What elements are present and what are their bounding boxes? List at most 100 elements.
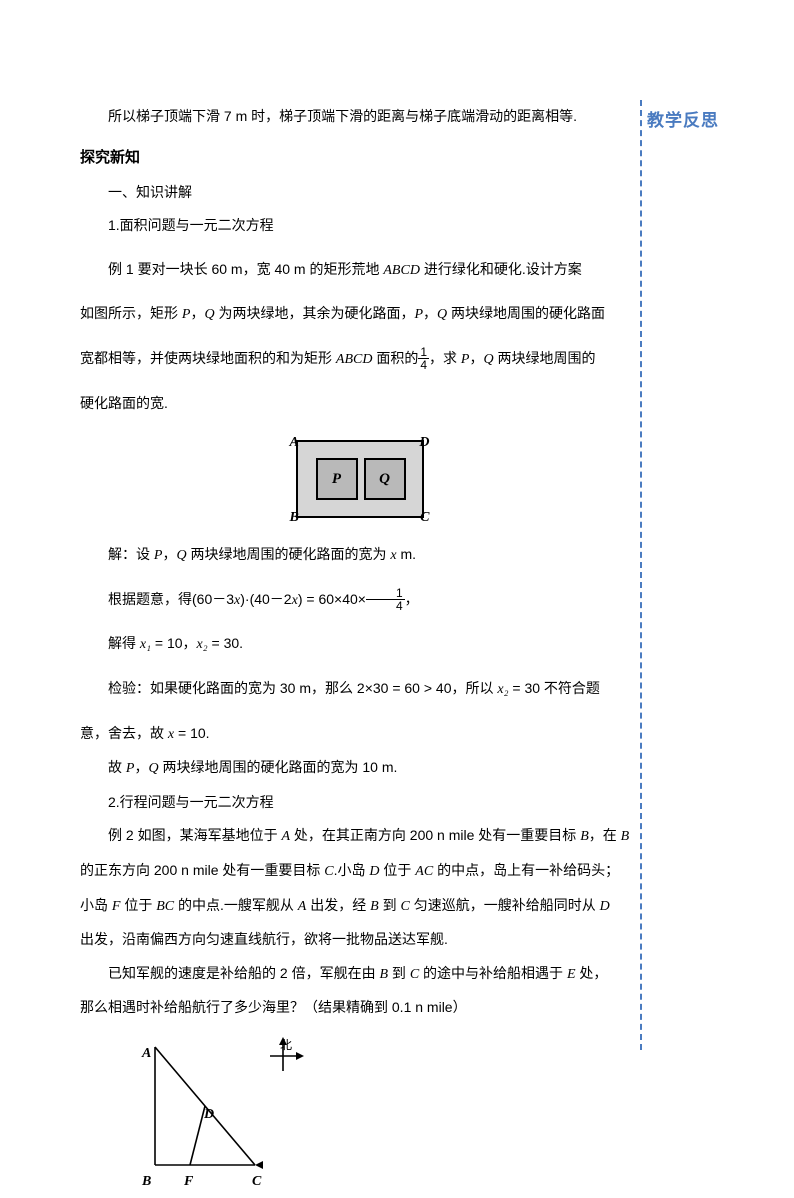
page: 教学反思 所以梯子顶端下滑 7 m 时，梯子顶端下滑的距离与梯子底端滑动的距离相… <box>0 0 794 1123</box>
ex2-p1: 例 2 如图，某海军基地位于 A 处，在其正南方向 200 n mile 处有一… <box>80 819 639 854</box>
fig2-label-b: B <box>142 1165 151 1198</box>
text: 两块绿地周围的硬化路面的宽为 <box>187 546 391 562</box>
ex1-p4: 硬化路面的宽. <box>80 387 639 421</box>
denominator: 4 <box>418 359 429 371</box>
var-x2: x₂ <box>497 682 508 697</box>
spacer <box>80 332 639 342</box>
text: m. <box>397 546 416 562</box>
text: 解得 <box>108 635 140 651</box>
text: .小岛 <box>334 862 370 878</box>
text: 宽都相等，并使两块绿地面积的和为矩形 <box>80 350 336 366</box>
fraction-1-4: 14 <box>418 346 429 371</box>
text: ， <box>190 305 204 321</box>
var-x1: x₁ <box>140 637 151 652</box>
intro-line: 所以梯子顶端下滑 7 m 时，梯子顶端下滑的距离与梯子底端滑动的距离相等. <box>80 100 639 134</box>
text: = 10. <box>174 725 209 741</box>
fig2-label-f: F <box>184 1165 193 1198</box>
var-abcd: ABCD <box>336 352 373 367</box>
var-q: Q <box>176 548 186 563</box>
text: 两块绿地周围的硬化路面的宽为 10 m. <box>159 759 398 775</box>
sidebar-reflection-label: 教学反思 <box>647 106 719 131</box>
text: 的中点，岛上有一补给码头； <box>433 862 619 878</box>
text: ， <box>134 759 148 775</box>
text: 到 <box>379 897 401 913</box>
text: 例 2 如图，某海军基地位于 <box>108 827 281 843</box>
var-bc: BC <box>156 899 174 914</box>
text: 故 <box>108 759 126 775</box>
text: 处， <box>576 965 608 981</box>
ex2-p5: 已知军舰的速度是补给船的 2 倍，军舰在由 B 到 C 的途中与补给船相遇于 E… <box>80 957 639 992</box>
var-q: Q <box>148 761 158 776</box>
text: 面积的 <box>372 350 418 366</box>
fig2-label-c: C <box>252 1165 261 1198</box>
text: ，在 <box>589 827 621 843</box>
text: 如图所示，矩形 <box>80 305 182 321</box>
var-ac: AC <box>415 864 433 879</box>
text: 为两块绿地，其余为硬化路面， <box>215 305 415 321</box>
figure-1-rectangle: P Q A D B C <box>290 434 430 524</box>
var-c: C <box>410 967 419 982</box>
var-abcd: ABCD <box>383 263 420 278</box>
var-e: E <box>567 967 576 982</box>
text: 例 1 要对一块长 60 m，宽 40 m 的矩形荒地 <box>108 261 383 277</box>
fig1-label-c: C <box>420 501 429 535</box>
text: = 30. <box>208 635 243 651</box>
text: ， <box>405 591 419 607</box>
text: 已知军舰的速度是补给船的 2 倍，军舰在由 <box>108 965 379 981</box>
text: 检验：如果硬化路面的宽为 30 m，那么 2×30 = 60 > 40，所以 <box>108 680 497 696</box>
text: = 30 不符合题 <box>508 680 599 696</box>
text: ， <box>423 305 437 321</box>
text: = 10， <box>151 635 197 651</box>
ex2-p6: 那么相遇时补给船航行了多少海里？（结果精确到 0.1 n mile） <box>80 991 639 1025</box>
fig1-label-a: A <box>290 426 299 460</box>
var-p: P <box>414 307 423 322</box>
numerator: 1 <box>366 587 405 600</box>
text: 到 <box>388 965 410 981</box>
text: 位于 <box>380 862 416 878</box>
ex1-sol2: 根据题意，得(60－3x)·(40－2x) = 60×40×14， <box>80 583 639 618</box>
text: 两块绿地周围的 <box>494 350 596 366</box>
text: 意，舍去，故 <box>80 725 168 741</box>
var-c: C <box>400 899 409 914</box>
text: 位于 <box>120 897 156 913</box>
spacer <box>80 707 639 717</box>
ex1-sol6: 故 P，Q 两块绿地周围的硬化路面的宽为 10 m. <box>80 751 639 786</box>
ex1-sol5: 意，舍去，故 x = 10. <box>80 717 639 752</box>
fig1-label-b: B <box>290 501 299 535</box>
text: ， <box>469 350 483 366</box>
var-q: Q <box>437 307 447 322</box>
numerator: 1 <box>418 346 429 359</box>
var-q: Q <box>483 352 493 367</box>
spacer <box>80 573 639 583</box>
main-content: 所以梯子顶端下滑 7 m 时，梯子顶端下滑的距离与梯子底端滑动的距离相等. 探究… <box>80 100 639 1183</box>
spacer <box>80 243 639 253</box>
fig2-label-a: A <box>142 1037 151 1071</box>
text: 两块绿地周围的硬化路面 <box>447 305 605 321</box>
denominator: 4 <box>366 600 405 612</box>
var-d: D <box>369 864 379 879</box>
spacer <box>80 617 639 627</box>
var-q: Q <box>204 307 214 322</box>
ex2-p2: 的正东方向 200 n mile 处有一重要目标 C.小岛 D 位于 AC 的中… <box>80 854 639 889</box>
fig2-label-north: 北 <box>280 1031 292 1060</box>
var-d: D <box>600 899 610 914</box>
fig1-label-d: D <box>419 426 429 460</box>
ex1-p1: 例 1 要对一块长 60 m，宽 40 m 的矩形荒地 ABCD 进行绿化和硬化… <box>80 253 639 288</box>
topic-2: 2.行程问题与一元二次方程 <box>80 786 639 820</box>
topic-1: 1.面积问题与一元二次方程 <box>80 209 639 243</box>
fig1-box-q: Q <box>364 458 406 500</box>
section-header: 探究新知 <box>80 140 639 176</box>
var-b: B <box>370 899 379 914</box>
fig1-box-p: P <box>316 458 358 500</box>
sub-header-1: 一、知识讲解 <box>80 176 639 210</box>
ex2-p4: 出发，沿南偏西方向匀速直线航行，欲将一批物品送达军舰. <box>80 923 639 957</box>
ex1-sol1: 解：设 P，Q 两块绿地周围的硬化路面的宽为 x m. <box>80 538 639 573</box>
fig2-label-d: D <box>204 1098 214 1132</box>
text: ， <box>162 546 176 562</box>
ex1-p2: 如图所示，矩形 P，Q 为两块绿地，其余为硬化路面，P，Q 两块绿地周围的硬化路… <box>80 297 639 332</box>
text: 匀速巡航，一艘补给船同时从 <box>410 897 600 913</box>
text: ，求 <box>429 350 461 366</box>
ex2-p3: 小岛 F 位于 BC 的中点.一艘军舰从 A 出发，经 B 到 C 匀速巡航，一… <box>80 889 639 924</box>
text: 的正东方向 200 n mile 处有一重要目标 <box>80 862 324 878</box>
var-b: B <box>621 829 630 844</box>
